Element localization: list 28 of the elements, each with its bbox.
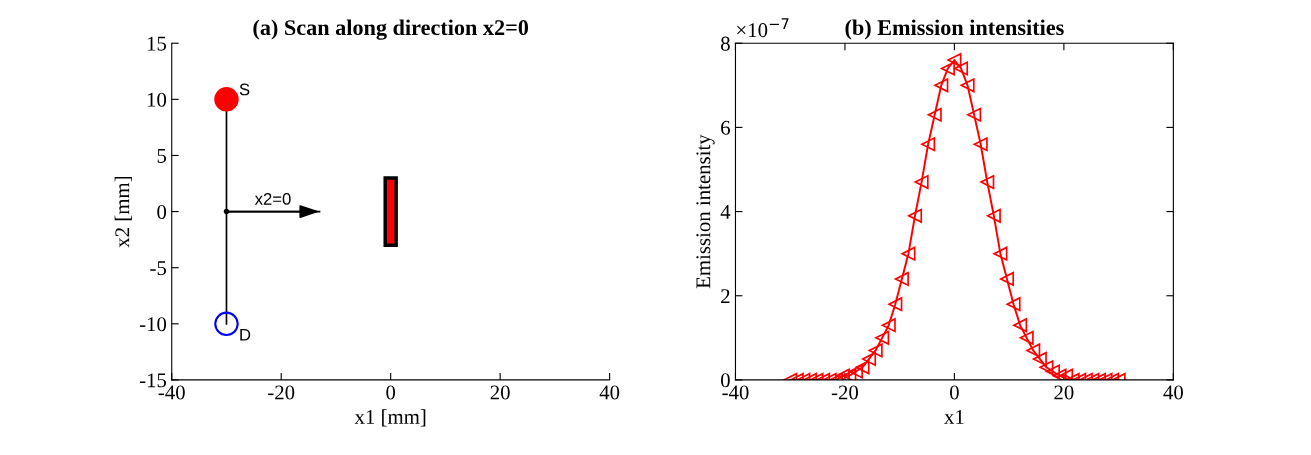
y-tick-label: 15 bbox=[147, 36, 167, 51]
x-tick-label: 0 bbox=[386, 385, 396, 400]
series-label: D bbox=[240, 329, 251, 341]
x-tick-label: 40 bbox=[599, 385, 620, 400]
y-tick-label: 6 bbox=[721, 120, 730, 135]
y-tick-label: -10 bbox=[139, 317, 167, 332]
text: ×10$^{−7}$ bbox=[737, 18, 789, 38]
x-tick-label: -20 bbox=[268, 385, 295, 400]
y-tick-label: 0 bbox=[157, 204, 167, 220]
x-tick-label: -20 bbox=[831, 385, 859, 400]
x-tick-label: 40 bbox=[1163, 385, 1183, 400]
x-axis-title: x1 bbox=[944, 409, 964, 424]
y-axis-title: Emission intensity bbox=[696, 134, 715, 289]
chart-title: (b) Emission intensities bbox=[845, 19, 1064, 40]
annotation: x2=0 bbox=[254, 192, 291, 205]
y-tick-label: 2 bbox=[721, 289, 730, 303]
x-tick-label: 20 bbox=[1054, 385, 1074, 400]
y-tick-label: -5 bbox=[150, 261, 167, 276]
y-tick-label: 10 bbox=[147, 92, 167, 107]
x-tick-label: 20 bbox=[490, 385, 510, 400]
x-axis-title: x1 [mm] bbox=[354, 409, 426, 427]
chart-title: (a) Scan along direction x2=0 bbox=[253, 19, 529, 40]
y-tick-label: 8 bbox=[720, 36, 730, 51]
y-axis-title: x2 [mm] bbox=[114, 176, 132, 248]
x-tick-label: 0 bbox=[949, 385, 959, 400]
series-label: S bbox=[239, 83, 250, 96]
y-tick-label: 5 bbox=[157, 149, 167, 163]
y-tick-label: 4 bbox=[720, 205, 731, 219]
